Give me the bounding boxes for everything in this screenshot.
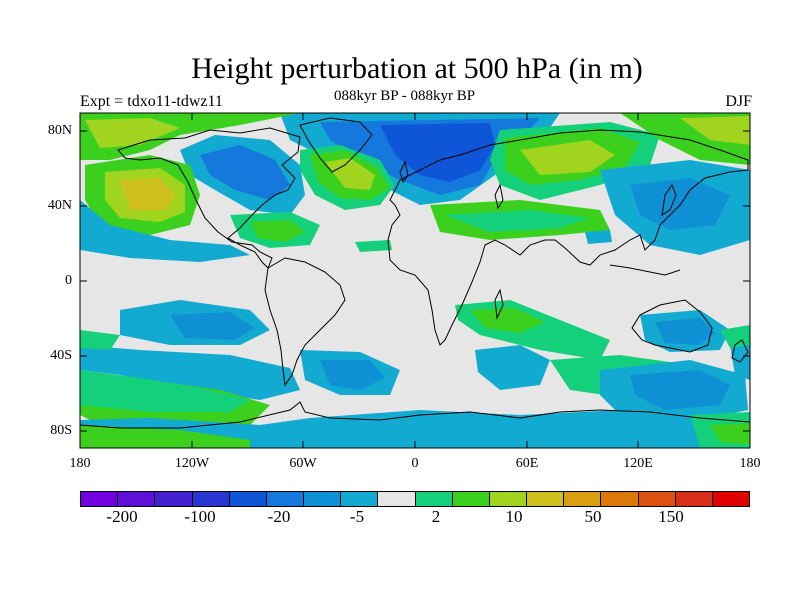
colorbar [80, 491, 750, 507]
coast-madagascar [494, 288, 504, 320]
eastasia-neg-core [630, 178, 730, 230]
coast-australia [631, 299, 713, 353]
s-pacific-neg-3-core [320, 360, 385, 390]
colorbar-label-10: 10 [505, 507, 523, 526]
colorbar-swatch-9 [415, 492, 453, 506]
antarctic-green-w [80, 425, 250, 448]
plot-subtitle: 088kyr BP - 088kyr BP [334, 88, 476, 104]
colorbar-swatch-0 [81, 492, 119, 506]
coast-greenland [299, 117, 373, 173]
colorbar-label-2: 2 [431, 507, 441, 526]
s-pacific-neg-1-core [170, 312, 255, 340]
lat-label-80s: 80S [50, 423, 72, 438]
colorbar-swatch-2 [155, 492, 193, 506]
subtropic-pacific-neg [80, 200, 250, 262]
coast-antarctica [80, 401, 750, 429]
lat-label-40n: 40N [47, 198, 72, 213]
colorbar-label-neg20: -20 [267, 507, 291, 526]
eurasia-pos-core [520, 140, 615, 175]
colorbar-swatch-16 [675, 492, 713, 506]
nw-pos-core [85, 118, 180, 148]
coastlines [80, 117, 750, 429]
s-east-pac-neg [730, 340, 750, 380]
s-teal-band [80, 370, 250, 412]
colorbar-label-neg100: -100 [184, 507, 216, 526]
lon-label-120w: 120W [174, 456, 210, 471]
coast-north-america [117, 127, 301, 269]
experiment-label: Expt = tdxo11-tdwz11 [80, 93, 223, 110]
small-green-1 [355, 240, 392, 252]
lon-label-180e: 180 [739, 456, 761, 471]
namerica-neg-core [200, 145, 290, 200]
coast-eurasia-africa [387, 129, 749, 346]
gulf-green-core [250, 220, 305, 242]
axis-ticks [79, 113, 751, 448]
asia-teal-band [445, 210, 590, 232]
colorbar-swatch-13 [564, 492, 602, 506]
colorbar-swatch-1 [118, 492, 156, 506]
antarctic-green-e2 [710, 423, 750, 445]
s-pacific-neg-2 [80, 345, 300, 400]
colorbar-swatch-17 [712, 492, 750, 506]
antarctic-neg [80, 410, 750, 448]
colorbar-label-50: 50 [584, 507, 602, 526]
s-indian-neg [475, 345, 550, 390]
colorbar-swatch-4 [229, 492, 267, 506]
arctic-neg-core [380, 123, 495, 182]
colorbar-swatch-7 [341, 492, 379, 506]
s-indian-neg-2-core [630, 370, 730, 410]
coast-japan [661, 183, 677, 216]
s-east-pac-green [720, 325, 750, 348]
season-label: DJF [725, 93, 752, 110]
coast-uk [399, 160, 409, 184]
coast-caspian [494, 183, 504, 210]
lat-label-40s: 40S [50, 348, 72, 363]
pacific-pos-core [120, 178, 175, 210]
s-west-green [80, 330, 120, 350]
lon-label-120e: 120E [623, 456, 653, 471]
s-aus-neg-core [655, 318, 715, 345]
colorbar-swatch-3 [192, 492, 230, 506]
contour-field [80, 113, 750, 448]
lon-label-60e: 60E [515, 456, 539, 471]
plot-title: Height perturbation at 500 hPa (in m) [191, 52, 643, 85]
colorbar-swatch-12 [527, 492, 565, 506]
colorbar-swatch-15 [638, 492, 676, 506]
colorbar-swatch-11 [489, 492, 528, 506]
lon-label-180w: 180 [69, 456, 91, 471]
colorbar-swatch-5 [266, 492, 305, 506]
s-atlantic-green-core [470, 308, 545, 333]
ne-arctic-pos-core [680, 116, 750, 145]
lon-label-60w: 60W [289, 456, 317, 471]
colorbar-swatch-10 [452, 492, 490, 506]
colorbar-swatch-14 [601, 492, 639, 506]
colorbar-swatch-6 [304, 492, 342, 506]
atlantic-pos-core [325, 158, 375, 190]
lat-label-80n: 80N [47, 123, 72, 138]
colorbar-label-neg200: -200 [106, 507, 138, 526]
colorbar-label-150: 150 [658, 507, 684, 526]
colorbar-label-neg5: -5 [349, 507, 365, 526]
coast-indonesia [609, 264, 681, 276]
small-blue-1 [585, 230, 612, 244]
coast-new-zealand [731, 339, 749, 363]
coast-south-america [264, 257, 346, 387]
lat-label-eq: 0 [65, 273, 72, 288]
lon-label-0: 0 [411, 456, 419, 471]
colorbar-swatch-8 [378, 492, 416, 506]
